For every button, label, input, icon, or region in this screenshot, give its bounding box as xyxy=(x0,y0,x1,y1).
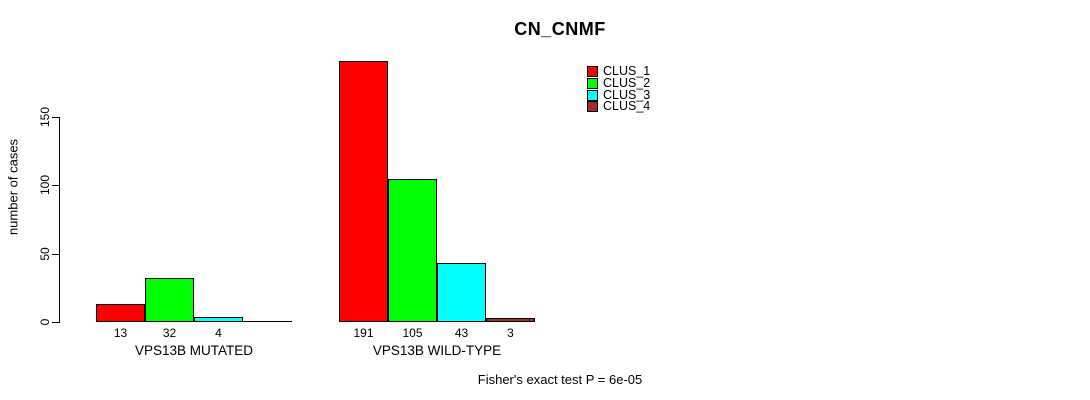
bar-value-label: 43 xyxy=(454,326,469,340)
footnote-text: Fisher's exact test P = 6e-05 xyxy=(477,372,643,387)
group-label: VPS13B WILD-TYPE xyxy=(372,343,502,358)
y-axis-label: number of cases xyxy=(5,138,21,236)
y-tick xyxy=(52,253,59,255)
y-tick-label: 0 xyxy=(38,318,52,326)
legend-label: CLUS_1 xyxy=(603,64,651,79)
legend-swatch-icon xyxy=(587,78,598,90)
bar-clus_1 xyxy=(339,60,388,322)
legend-swatch-icon xyxy=(587,101,598,113)
bar-clus_4 xyxy=(486,317,535,322)
bar-value-label: 3 xyxy=(507,326,514,340)
bar-clus_1 xyxy=(96,304,145,322)
y-tick xyxy=(52,117,59,118)
legend-label: CLUS_4 xyxy=(603,99,651,114)
bar-value-label: 13 xyxy=(113,326,128,340)
group-label: VPS13B MUTATED xyxy=(134,343,254,358)
bar-clus_4 xyxy=(243,321,292,322)
legend-label: CLUS_2 xyxy=(603,76,651,91)
y-tick-label: 100 xyxy=(38,175,52,196)
bar-clus_2 xyxy=(388,178,437,322)
bar-value-label: 191 xyxy=(353,326,374,340)
legend-item-clus_3: CLUS_3 xyxy=(587,87,651,102)
bar-value-label: 105 xyxy=(402,326,423,340)
bar-value-label: 32 xyxy=(162,326,177,340)
y-tick xyxy=(52,322,59,323)
legend-swatch-icon xyxy=(587,89,598,101)
legend: CLUS_1 CLUS_2 CLUS_3 CLUS_4 xyxy=(587,64,651,114)
bar-clus_3 xyxy=(194,316,243,322)
bar-clus_3 xyxy=(437,263,486,322)
y-tick-label: 150 xyxy=(38,106,52,128)
y-axis-line xyxy=(59,117,60,323)
chart-title: CN_CNMF xyxy=(514,19,606,39)
bar-value-label: 4 xyxy=(215,326,222,340)
legend-item-clus_1: CLUS_1 xyxy=(587,64,651,79)
y-tick-label: 50 xyxy=(38,246,52,261)
legend-swatch-icon xyxy=(587,66,598,78)
legend-item-clus_2: CLUS_2 xyxy=(587,76,651,91)
legend-item-clus_4: CLUS_4 xyxy=(587,99,651,114)
y-tick xyxy=(52,185,59,187)
legend-label: CLUS_3 xyxy=(603,87,651,102)
bar-clus_2 xyxy=(145,278,194,322)
